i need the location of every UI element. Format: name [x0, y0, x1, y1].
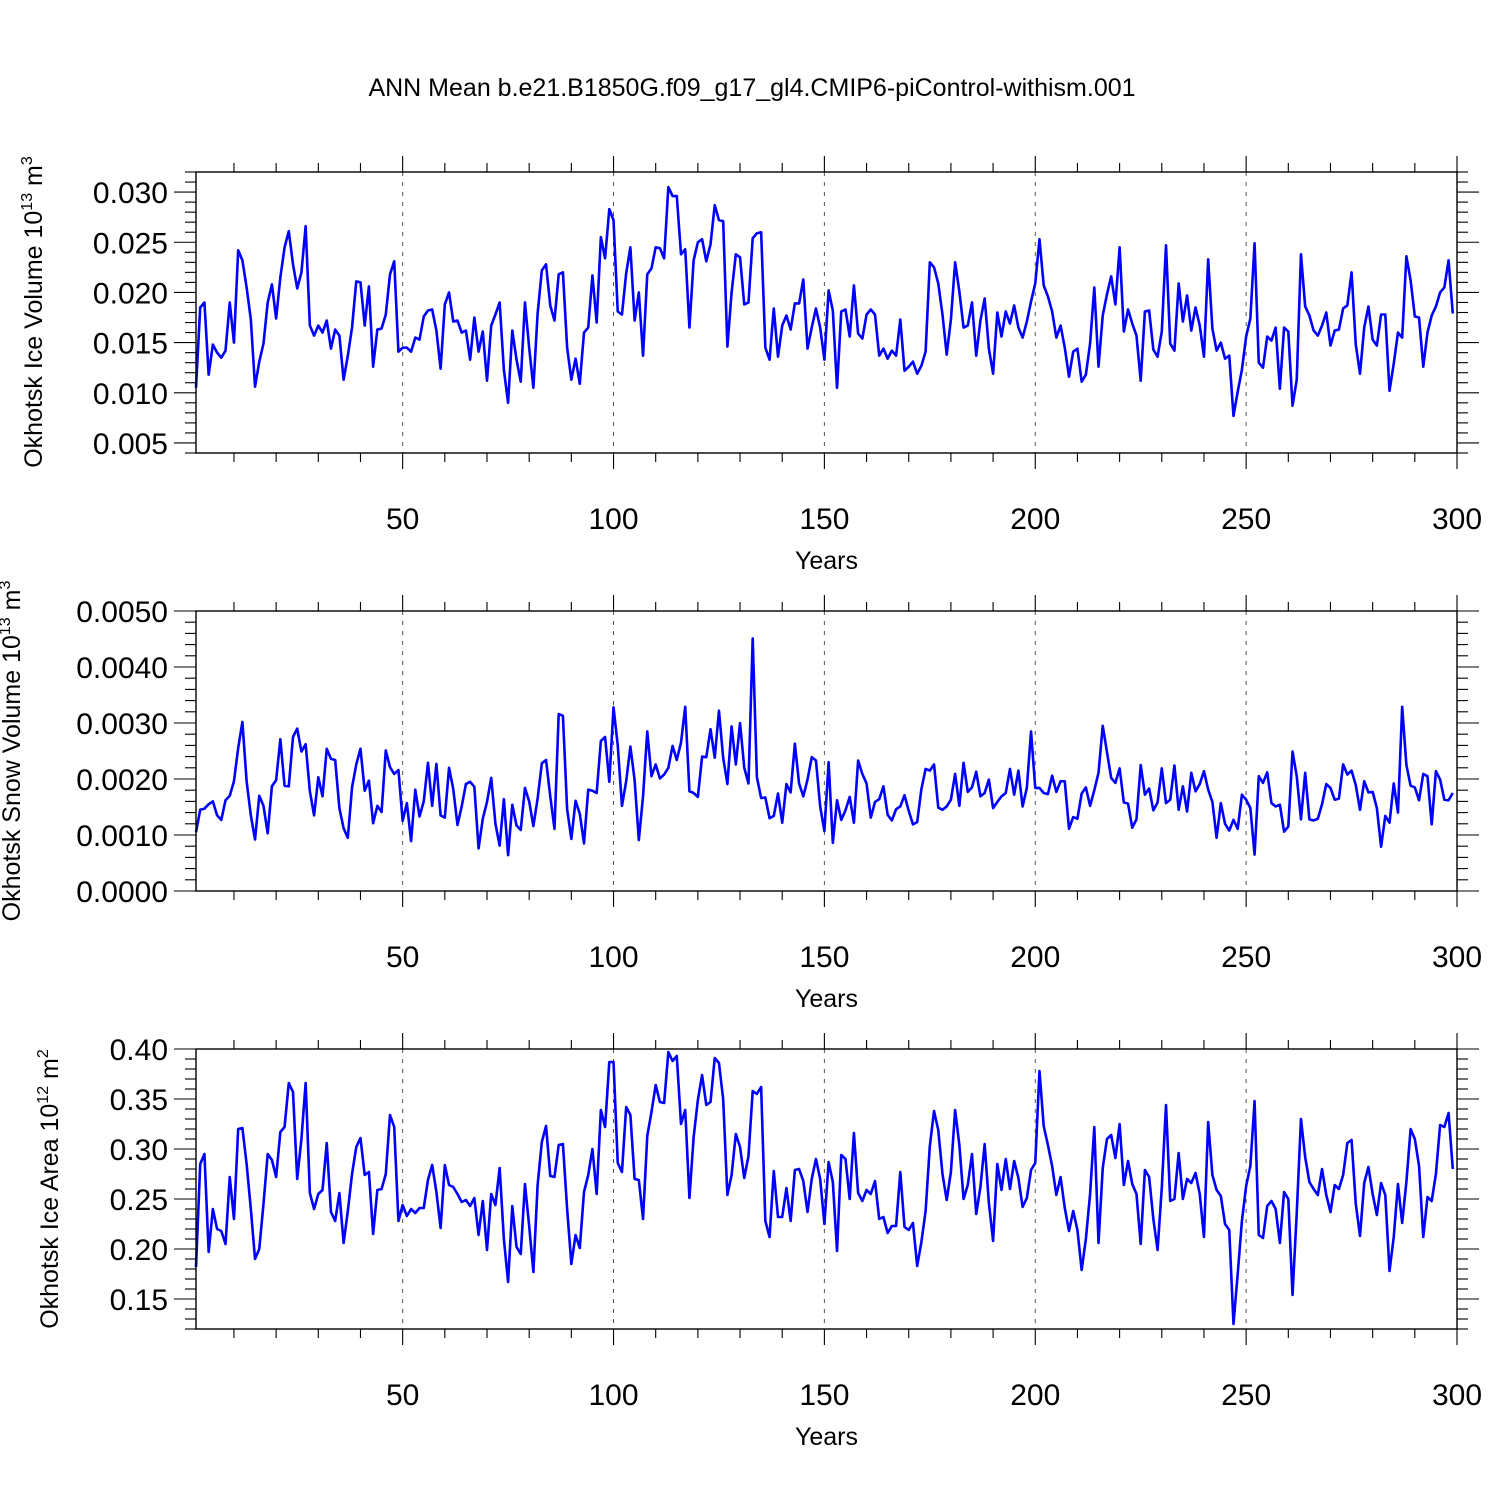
x-tick-label: 150 — [799, 941, 849, 974]
x-tick-label: 250 — [1221, 503, 1271, 536]
x-tick-label: 50 — [386, 941, 419, 974]
y-axis-label: Okhotsk Snow Volume 1013 m3 — [0, 581, 26, 922]
x-tick-label: 300 — [1432, 503, 1482, 536]
x-axis-label: Years — [795, 547, 858, 575]
y-tick-label: 0.0030 — [76, 708, 168, 741]
y-axis-label: Okhotsk Ice Volume 1013 m3 — [19, 156, 48, 468]
y-tick-label: 0.005 — [93, 428, 168, 461]
x-tick-label: 150 — [799, 1379, 849, 1412]
y-axis-label: Okhotsk Ice Area 1012 m2 — [35, 1049, 64, 1329]
x-tick-label: 100 — [588, 1379, 638, 1412]
panel-ice-volume: 0.005 0.010 0.015 0.020 0.025 0.030 50 100 150 20… — [19, 156, 1482, 575]
x-tick-label: 300 — [1432, 941, 1482, 974]
y-tick-label: 0.15 — [110, 1284, 168, 1317]
x-tick-label: 50 — [386, 1379, 419, 1412]
plot-frame — [195, 1048, 1458, 1330]
x-tick-label: 100 — [588, 941, 638, 974]
y-tick-label: 0.0000 — [76, 876, 168, 909]
y-tick-label: 0.0040 — [76, 652, 168, 685]
series-line-snow-volume — [194, 637, 1454, 857]
x-axis-label: Years — [795, 1423, 858, 1451]
y-tick-label: 0.40 — [110, 1034, 168, 1067]
x-tick-label: 100 — [588, 503, 638, 536]
y-tick-label: 0.025 — [93, 227, 168, 260]
x-tick-label: 200 — [1010, 941, 1060, 974]
panel-ice-area: 0.15 0.20 0.25 0.30 0.35 0.40 50 100 150 200 250 30… — [35, 1033, 1482, 1451]
x-tick-label: 50 — [386, 503, 419, 536]
y-tick-label: 0.0010 — [76, 820, 168, 853]
x-tick-label: 250 — [1221, 1379, 1271, 1412]
y-tick-label: 0.010 — [93, 378, 168, 411]
panel-snow-volume: 0.0000 0.0010 0.0020 0.0030 0.0040 0.0050 50 10… — [0, 581, 1482, 1013]
x-tick-label: 250 — [1221, 941, 1271, 974]
figure-title: ANN Mean b.e21.B1850G.f09_g17_gl4.CMIP6-… — [368, 74, 1135, 102]
plot-frame — [195, 171, 1458, 454]
x-tick-label: 150 — [799, 503, 849, 536]
x-tick-label: 300 — [1432, 1379, 1482, 1412]
y-tick-label: 0.30 — [110, 1134, 168, 1167]
y-tick-label: 0.030 — [93, 177, 168, 210]
x-tick-label: 200 — [1010, 503, 1060, 536]
series-line-ice-area — [194, 1050, 1455, 1326]
x-axis-label: Years — [795, 985, 858, 1013]
y-tick-label: 0.0050 — [76, 596, 168, 629]
y-tick-label: 0.0020 — [76, 764, 168, 797]
y-tick-label: 0.25 — [110, 1184, 168, 1217]
series-line-ice-volume — [194, 185, 1455, 418]
y-tick-label: 0.35 — [110, 1084, 168, 1117]
x-tick-label: 200 — [1010, 1379, 1060, 1412]
y-tick-label: 0.20 — [110, 1234, 168, 1267]
plot-frame — [195, 610, 1458, 892]
y-tick-label: 0.020 — [93, 277, 168, 310]
y-tick-label: 0.015 — [93, 328, 168, 361]
